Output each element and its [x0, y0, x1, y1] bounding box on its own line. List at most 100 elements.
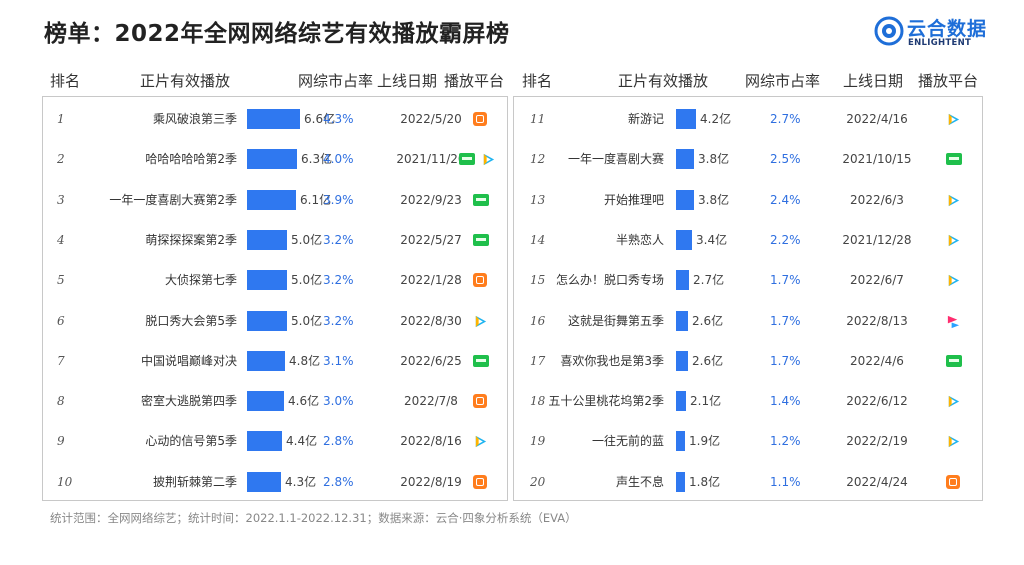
show-name: 一往无前的蓝: [591, 434, 664, 449]
play-volume-label: 4.4亿: [286, 434, 318, 449]
play-volume-label: 6.1亿: [300, 192, 332, 207]
page-title: 榜单：2022年全网网络综艺有效播放霸屏榜: [44, 21, 510, 47]
play-volume-label: 3.8亿: [698, 152, 730, 167]
rank-number: 15: [530, 273, 546, 288]
market-share: 3.9%: [323, 192, 354, 207]
play-volume-label: 2.6亿: [692, 313, 724, 328]
market-share: 2.7%: [770, 112, 801, 126]
show-name: 开始推理吧: [603, 192, 664, 207]
table-row: 2 哈哈哈哈哈第2季 6.3亿 4.0% 2021/11/20: [43, 139, 507, 179]
brand-logo: 云合数据 ENLIGHTENT: [874, 14, 994, 54]
show-name: 喜欢你我也是第3季: [560, 353, 664, 368]
play-volume-label: 6.6亿: [304, 112, 336, 126]
table-row: 12 一年一度喜剧大赛 3.8亿 2.5% 2021/10/15: [514, 139, 982, 179]
play-volume-bar: [676, 350, 688, 371]
release-date: 2021/12/28: [842, 232, 912, 247]
header-date-right: 上线日期: [843, 72, 904, 90]
market-share: 2.4%: [770, 192, 801, 207]
play-volume-bar: [247, 471, 281, 492]
market-share: 3.2%: [323, 313, 354, 328]
play-volume-label: 1.8亿: [689, 474, 721, 489]
release-date: 2022/8/30: [400, 313, 462, 328]
rank-number: 4: [57, 232, 65, 247]
table-row: 20 声生不息 1.8亿 1.1% 2022/4/24: [514, 462, 982, 502]
market-share: 4.3%: [323, 112, 354, 126]
release-date: 2022/6/25: [400, 353, 462, 368]
market-share: 1.7%: [770, 313, 801, 328]
play-volume-bar: [676, 310, 688, 331]
market-share: 3.0%: [323, 394, 354, 409]
show-name: 一年一度喜剧大赛第2季: [109, 192, 237, 207]
show-name: 这就是街舞第五季: [567, 313, 664, 328]
mango-platform-icon: [473, 474, 487, 489]
table-row: 1 乘风破浪第三季 6.6亿 4.3% 2022/5/20: [43, 99, 507, 139]
tencent-platform-icon: [948, 395, 960, 408]
release-date: 2022/9/23: [400, 192, 462, 207]
youku-platform-icon: [947, 315, 960, 328]
show-name: 披荆斩棘第二季: [152, 474, 237, 489]
market-share: 1.7%: [770, 273, 801, 288]
market-share: 3.2%: [323, 232, 354, 247]
rank-number: 12: [530, 152, 546, 167]
play-volume-bar: [676, 189, 694, 210]
tencent-platform-icon: [948, 275, 960, 287]
play-volume-bar: [676, 391, 686, 412]
table-row: 5 大侦探第七季 5.0亿 3.2% 2022/1/28: [43, 260, 507, 300]
table-row: 11 新游记 4.2亿 2.7% 2022/4/16: [514, 99, 982, 139]
release-date: 2022/5/20: [400, 112, 462, 126]
market-share: 1.1%: [770, 474, 801, 489]
play-volume-label: 4.8亿: [289, 353, 321, 368]
rank-number: 1: [57, 112, 65, 126]
ranking-table-left: 1 乘风破浪第三季 6.6亿 4.3% 2022/5/20 2 哈哈哈哈哈第2季 6.3亿 4.…: [42, 96, 508, 501]
release-date: 2022/4/6: [850, 353, 904, 368]
show-name: 乘风破浪第三季: [152, 112, 237, 126]
header-platform-left: 播放平台: [444, 72, 505, 90]
table-row: 3 一年一度喜剧大赛第2季 6.1亿 3.9% 2022/9/23: [43, 180, 507, 220]
show-name: 声生不息: [615, 474, 664, 489]
rank-number: 14: [530, 232, 546, 247]
release-date: 2022/4/24: [846, 474, 908, 489]
rank-number: 8: [57, 394, 65, 409]
rank-number: 10: [57, 474, 73, 489]
header-rank-left: 排名: [50, 72, 81, 90]
play-volume-bar: [676, 270, 689, 291]
rank-number: 5: [57, 273, 65, 288]
show-name: 脱口秀大会第5季: [145, 313, 237, 328]
show-name: 半熟恋人: [615, 232, 664, 247]
iqiyi-platform-icon: [946, 354, 962, 367]
market-share: 1.2%: [770, 434, 801, 449]
tencent-platform-icon: [475, 436, 487, 448]
play-volume-bar: [676, 471, 685, 492]
tencent-platform-icon: [948, 234, 960, 247]
rank-number: 3: [57, 192, 65, 207]
play-volume-bar: [676, 109, 696, 129]
market-share: 2.5%: [770, 152, 801, 167]
release-date: 2022/1/28: [400, 273, 462, 288]
play-volume-bar: [247, 350, 285, 371]
header-rank-right: 排名: [522, 72, 553, 90]
market-share: 4.0%: [323, 152, 354, 167]
table-row: 19 一往无前的蓝 1.9亿 1.2% 2022/2/19: [514, 421, 982, 461]
release-date: 2022/8/19: [400, 474, 462, 489]
iqiyi-platform-icon: [473, 233, 489, 246]
release-date: 2021/11/20: [396, 152, 466, 167]
table-row: 14 半熟恋人 3.4亿 2.2% 2021/12/28: [514, 220, 982, 260]
market-share: 2.8%: [323, 434, 354, 449]
tencent-platform-icon: [948, 194, 960, 206]
header-platform-right: 播放平台: [918, 72, 979, 90]
mango-platform-icon: [473, 394, 487, 409]
table-row: 4 萌探探探案第2季 5.0亿 3.2% 2022/5/27: [43, 220, 507, 260]
show-name: 一年一度喜剧大赛: [567, 152, 664, 167]
rank-number: 6: [57, 313, 65, 328]
play-volume-label: 2.1亿: [690, 394, 722, 409]
show-name: 萌探探探案第2季: [145, 232, 237, 247]
play-volume-label: 3.8亿: [698, 192, 730, 207]
rank-number: 16: [530, 313, 546, 328]
iqiyi-platform-icon: [946, 153, 962, 166]
play-volume-bar: [247, 310, 287, 331]
table-row: 8 密室大逃脱第四季 4.6亿 3.0% 2022/7/8: [43, 381, 507, 421]
table-row: 9 心动的信号第5季 4.4亿 2.8% 2022/8/16: [43, 421, 507, 461]
ranking-table-right: 11 新游记 4.2亿 2.7% 2022/4/16 12 一年一度喜剧大赛 3.8亿 2.5%…: [513, 96, 983, 501]
show-name: 心动的信号第5季: [145, 434, 237, 449]
release-date: 2022/6/3: [850, 192, 904, 207]
